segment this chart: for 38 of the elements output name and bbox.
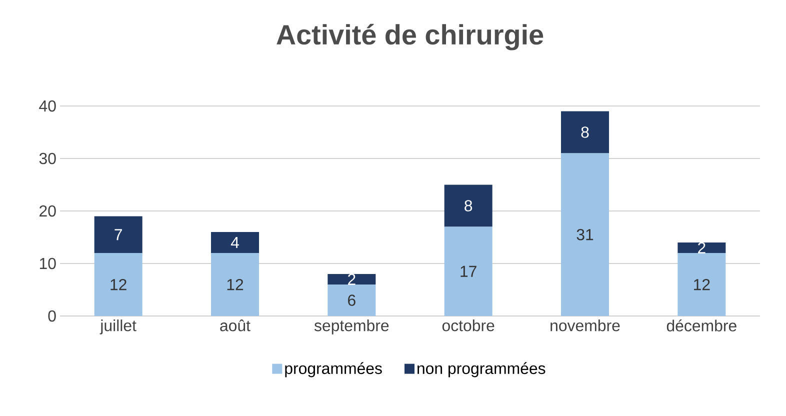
data-label: 6 — [348, 294, 356, 306]
data-label: 12 — [694, 278, 710, 290]
bar — [211, 253, 260, 316]
bar — [561, 153, 610, 316]
y-tick-label: 20 — [40, 205, 56, 217]
data-label: 31 — [576, 228, 594, 240]
x-tick-label: novembre — [550, 320, 620, 332]
x-tick-label: décembre — [666, 320, 736, 332]
bar — [444, 226, 492, 316]
legend-label: non programmées — [418, 362, 546, 378]
bar — [94, 253, 142, 316]
bar — [94, 216, 142, 253]
x-tick-label: juillet — [100, 320, 136, 334]
x-tick-label: octobre — [442, 320, 494, 332]
bar — [444, 184, 492, 227]
bar — [328, 274, 376, 284]
bar — [678, 242, 726, 253]
bar — [678, 253, 726, 316]
x-tick-label: septembre — [314, 320, 389, 334]
data-label: 2 — [698, 242, 706, 254]
bar — [561, 111, 610, 154]
data-label: 4 — [230, 237, 239, 248]
data-label: 8 — [581, 126, 589, 138]
data-label: 12 — [110, 278, 126, 290]
y-tick-label: 0 — [48, 310, 56, 322]
y-tick-label: 30 — [39, 152, 56, 164]
data-label: 12 — [227, 278, 244, 290]
data-label: 7 — [114, 229, 122, 240]
bar — [328, 284, 376, 316]
y-tick-label: 10 — [40, 258, 56, 270]
data-label: 2 — [348, 274, 356, 285]
chart-title: Activité de chirurgie — [276, 24, 544, 50]
legend-label: programmées — [285, 362, 382, 378]
x-tick-label: août — [220, 320, 250, 332]
data-label: 17 — [460, 266, 476, 277]
bar — [211, 232, 260, 253]
data-label: 8 — [464, 200, 472, 212]
y-tick-label: 40 — [39, 100, 56, 112]
